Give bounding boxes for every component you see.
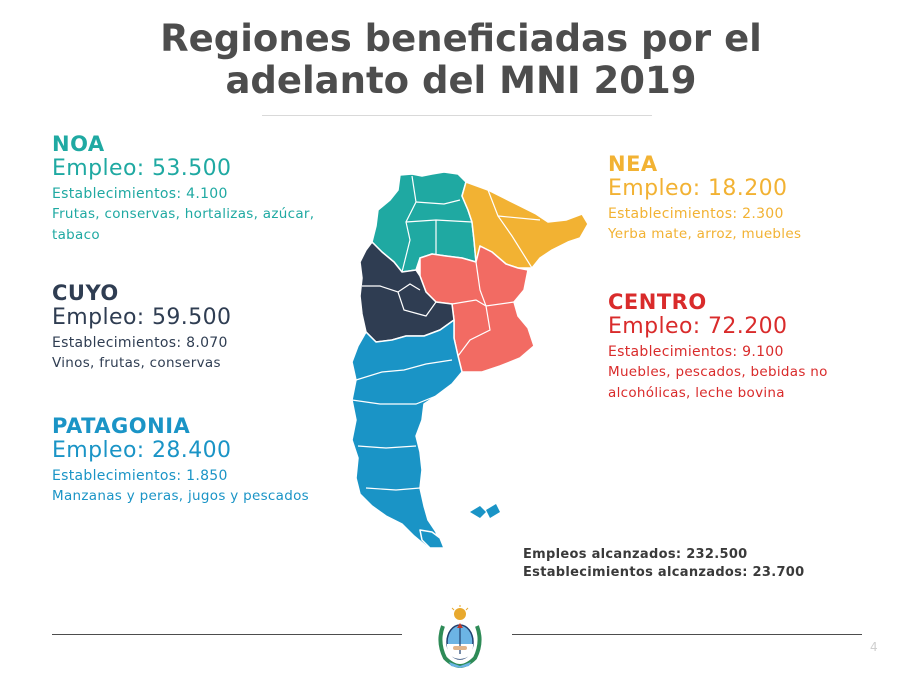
footer-divider-left <box>52 634 402 635</box>
region-noa: NOA Empleo: 53.500 Establecimientos: 4.1… <box>52 132 322 246</box>
region-empleo: Empleo: 72.200 <box>608 314 788 339</box>
region-establecimientos: Establecimientos: 8.070 <box>52 335 228 351</box>
region-name: CENTRO <box>608 290 707 314</box>
coat-of-arms-icon <box>438 605 482 668</box>
footer-divider-right <box>512 634 862 635</box>
region-name: PATAGONIA <box>52 414 191 438</box>
region-name: NEA <box>608 152 658 176</box>
region-patagonia: PATAGONIA Empleo: 28.400 Establecimiento… <box>52 414 322 507</box>
map-islands-malvinas <box>470 506 486 518</box>
region-establecimientos: Establecimientos: 1.850 <box>52 468 228 484</box>
region-establecimientos: Establecimientos: 9.100 <box>608 344 784 360</box>
region-centro: CENTRO Empleo: 72.200 Establecimientos: … <box>608 290 868 404</box>
region-establecimientos: Establecimientos: 4.100 <box>52 186 228 202</box>
title-divider <box>262 115 652 116</box>
title-line-2: adelanto del MNI 2019 <box>225 59 697 102</box>
region-empleo: Empleo: 59.500 <box>52 305 232 330</box>
region-name: CUYO <box>52 281 119 305</box>
totals-block: Empleos alcanzados: 232.500 Establecimie… <box>523 546 805 582</box>
region-empleo: Empleo: 53.500 <box>52 156 232 181</box>
region-name: NOA <box>52 132 105 156</box>
region-productos: Manzanas y peras, jugos y pescados <box>52 488 309 504</box>
region-empleo: Empleo: 18.200 <box>608 176 788 201</box>
page-title: Regiones beneficiadas por el adelanto de… <box>0 18 922 102</box>
map-region-patagonia <box>351 319 463 547</box>
region-productos: Muebles, pescados, bebidas no alcohólica… <box>608 364 828 401</box>
total-establecimientos: Establecimientos alcanzados: 23.700 <box>523 565 805 580</box>
region-productos: Frutas, conservas, hortalizas, azúcar, t… <box>52 206 315 243</box>
region-cuyo: CUYO Empleo: 59.500 Establecimientos: 8.… <box>52 281 322 374</box>
total-empleos: Empleos alcanzados: 232.500 <box>523 547 748 562</box>
region-productos: Yerba mate, arroz, muebles <box>608 226 802 242</box>
region-establecimientos: Establecimientos: 2.300 <box>608 206 784 222</box>
map-region-tierra-del-fuego <box>419 529 445 549</box>
title-line-1: Regiones beneficiadas por el <box>160 17 762 60</box>
page-number: 4 <box>870 640 878 654</box>
region-nea: NEA Empleo: 18.200 Establecimientos: 2.3… <box>608 152 878 245</box>
region-productos: Vinos, frutas, conservas <box>52 355 221 371</box>
region-empleo: Empleo: 28.400 <box>52 438 232 463</box>
